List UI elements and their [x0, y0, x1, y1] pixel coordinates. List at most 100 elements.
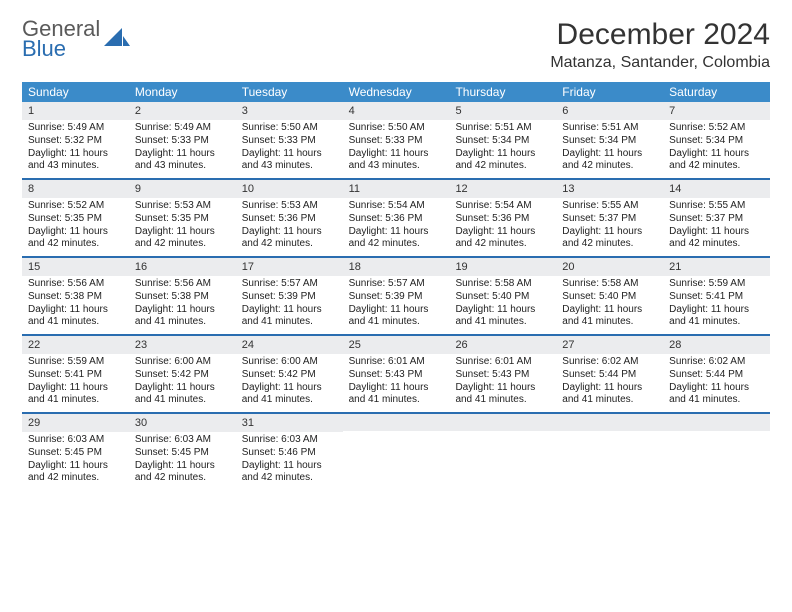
daylight-line: Daylight: 11 hours and 41 minutes. — [669, 382, 764, 408]
sunset-line: Sunset: 5:43 PM — [455, 369, 550, 382]
day-body: Sunrise: 6:03 AMSunset: 5:45 PMDaylight:… — [129, 432, 236, 485]
sunset-line: Sunset: 5:34 PM — [669, 135, 764, 148]
sunset-line: Sunset: 5:37 PM — [562, 213, 657, 226]
day-number: 6 — [556, 102, 663, 120]
calendar: SundayMondayTuesdayWednesdayThursdayFrid… — [22, 82, 770, 490]
sunset-line: Sunset: 5:43 PM — [349, 369, 444, 382]
sunrise-line: Sunrise: 5:57 AM — [242, 278, 337, 291]
day-cell: 10Sunrise: 5:53 AMSunset: 5:36 PMDayligh… — [236, 180, 343, 256]
daylight-line: Daylight: 11 hours and 42 minutes. — [28, 226, 123, 252]
daylight-line: Daylight: 11 hours and 43 minutes. — [242, 148, 337, 174]
sunset-line: Sunset: 5:33 PM — [242, 135, 337, 148]
day-number: 5 — [449, 102, 556, 120]
day-number: 4 — [343, 102, 450, 120]
day-body: Sunrise: 5:50 AMSunset: 5:33 PMDaylight:… — [236, 120, 343, 173]
day-body: Sunrise: 6:01 AMSunset: 5:43 PMDaylight:… — [343, 354, 450, 407]
sail-icon — [104, 28, 130, 53]
weeks-container: 1Sunrise: 5:49 AMSunset: 5:32 PMDaylight… — [22, 102, 770, 490]
day-cell: 7Sunrise: 5:52 AMSunset: 5:34 PMDaylight… — [663, 102, 770, 178]
day-number: 2 — [129, 102, 236, 120]
day-cell — [663, 414, 770, 490]
week-row: 15Sunrise: 5:56 AMSunset: 5:38 PMDayligh… — [22, 258, 770, 336]
daylight-line: Daylight: 11 hours and 42 minutes. — [242, 460, 337, 486]
daylight-line: Daylight: 11 hours and 41 minutes. — [135, 382, 230, 408]
sunset-line: Sunset: 5:38 PM — [135, 291, 230, 304]
week-row: 8Sunrise: 5:52 AMSunset: 5:35 PMDaylight… — [22, 180, 770, 258]
daylight-line: Daylight: 11 hours and 42 minutes. — [28, 460, 123, 486]
sunset-line: Sunset: 5:41 PM — [28, 369, 123, 382]
sunrise-line: Sunrise: 5:56 AM — [28, 278, 123, 291]
day-number: 13 — [556, 180, 663, 198]
day-number — [449, 414, 556, 431]
sunset-line: Sunset: 5:32 PM — [28, 135, 123, 148]
sunset-line: Sunset: 5:45 PM — [135, 447, 230, 460]
dow-header: Tuesday — [236, 82, 343, 102]
day-cell: 16Sunrise: 5:56 AMSunset: 5:38 PMDayligh… — [129, 258, 236, 334]
day-number: 3 — [236, 102, 343, 120]
week-row: 1Sunrise: 5:49 AMSunset: 5:32 PMDaylight… — [22, 102, 770, 180]
day-number: 28 — [663, 336, 770, 354]
day-cell: 25Sunrise: 6:01 AMSunset: 5:43 PMDayligh… — [343, 336, 450, 412]
sunrise-line: Sunrise: 5:52 AM — [669, 122, 764, 135]
sunrise-line: Sunrise: 6:03 AM — [28, 434, 123, 447]
day-body: Sunrise: 5:52 AMSunset: 5:35 PMDaylight:… — [22, 198, 129, 251]
sunrise-line: Sunrise: 6:01 AM — [349, 356, 444, 369]
day-number: 25 — [343, 336, 450, 354]
day-body: Sunrise: 5:51 AMSunset: 5:34 PMDaylight:… — [556, 120, 663, 173]
daylight-line: Daylight: 11 hours and 41 minutes. — [349, 382, 444, 408]
day-body: Sunrise: 5:57 AMSunset: 5:39 PMDaylight:… — [343, 276, 450, 329]
day-number: 7 — [663, 102, 770, 120]
sunset-line: Sunset: 5:38 PM — [28, 291, 123, 304]
sunset-line: Sunset: 5:44 PM — [562, 369, 657, 382]
daylight-line: Daylight: 11 hours and 41 minutes. — [455, 304, 550, 330]
sunset-line: Sunset: 5:34 PM — [455, 135, 550, 148]
day-cell: 15Sunrise: 5:56 AMSunset: 5:38 PMDayligh… — [22, 258, 129, 334]
sunset-line: Sunset: 5:42 PM — [135, 369, 230, 382]
day-cell — [556, 414, 663, 490]
day-number: 22 — [22, 336, 129, 354]
dow-header: Sunday — [22, 82, 129, 102]
sunrise-line: Sunrise: 6:02 AM — [562, 356, 657, 369]
day-number: 15 — [22, 258, 129, 276]
day-number: 21 — [663, 258, 770, 276]
sunrise-line: Sunrise: 5:51 AM — [562, 122, 657, 135]
sunrise-line: Sunrise: 5:52 AM — [28, 200, 123, 213]
day-body: Sunrise: 6:02 AMSunset: 5:44 PMDaylight:… — [663, 354, 770, 407]
day-cell: 27Sunrise: 6:02 AMSunset: 5:44 PMDayligh… — [556, 336, 663, 412]
daylight-line: Daylight: 11 hours and 41 minutes. — [562, 304, 657, 330]
dow-header: Thursday — [449, 82, 556, 102]
dow-header: Wednesday — [343, 82, 450, 102]
day-body: Sunrise: 5:56 AMSunset: 5:38 PMDaylight:… — [129, 276, 236, 329]
day-cell: 2Sunrise: 5:49 AMSunset: 5:33 PMDaylight… — [129, 102, 236, 178]
day-cell: 23Sunrise: 6:00 AMSunset: 5:42 PMDayligh… — [129, 336, 236, 412]
day-number: 20 — [556, 258, 663, 276]
day-cell: 8Sunrise: 5:52 AMSunset: 5:35 PMDaylight… — [22, 180, 129, 256]
day-cell: 12Sunrise: 5:54 AMSunset: 5:36 PMDayligh… — [449, 180, 556, 256]
day-body: Sunrise: 6:00 AMSunset: 5:42 PMDaylight:… — [236, 354, 343, 407]
day-number — [343, 414, 450, 431]
dow-header: Friday — [556, 82, 663, 102]
day-body: Sunrise: 5:56 AMSunset: 5:38 PMDaylight:… — [22, 276, 129, 329]
day-cell: 11Sunrise: 5:54 AMSunset: 5:36 PMDayligh… — [343, 180, 450, 256]
daylight-line: Daylight: 11 hours and 42 minutes. — [242, 226, 337, 252]
day-number: 10 — [236, 180, 343, 198]
sunset-line: Sunset: 5:33 PM — [135, 135, 230, 148]
sunset-line: Sunset: 5:41 PM — [669, 291, 764, 304]
sunrise-line: Sunrise: 5:51 AM — [455, 122, 550, 135]
day-number: 27 — [556, 336, 663, 354]
day-cell: 24Sunrise: 6:00 AMSunset: 5:42 PMDayligh… — [236, 336, 343, 412]
day-cell: 1Sunrise: 5:49 AMSunset: 5:32 PMDaylight… — [22, 102, 129, 178]
day-body: Sunrise: 5:55 AMSunset: 5:37 PMDaylight:… — [556, 198, 663, 251]
sunrise-line: Sunrise: 5:53 AM — [135, 200, 230, 213]
day-cell: 3Sunrise: 5:50 AMSunset: 5:33 PMDaylight… — [236, 102, 343, 178]
day-number: 1 — [22, 102, 129, 120]
day-number: 24 — [236, 336, 343, 354]
daylight-line: Daylight: 11 hours and 42 minutes. — [135, 226, 230, 252]
day-cell: 21Sunrise: 5:59 AMSunset: 5:41 PMDayligh… — [663, 258, 770, 334]
day-cell: 5Sunrise: 5:51 AMSunset: 5:34 PMDaylight… — [449, 102, 556, 178]
sunrise-line: Sunrise: 6:01 AM — [455, 356, 550, 369]
day-body: Sunrise: 6:03 AMSunset: 5:46 PMDaylight:… — [236, 432, 343, 485]
day-number: 29 — [22, 414, 129, 432]
sunset-line: Sunset: 5:39 PM — [242, 291, 337, 304]
sunrise-line: Sunrise: 6:03 AM — [135, 434, 230, 447]
